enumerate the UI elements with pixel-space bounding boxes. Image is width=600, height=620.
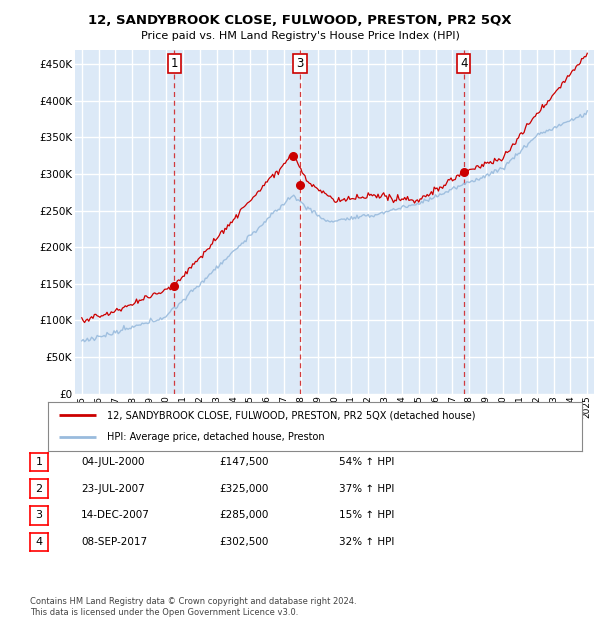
Text: 3: 3 <box>296 57 304 70</box>
Text: £147,500: £147,500 <box>219 457 269 467</box>
Text: 23-JUL-2007: 23-JUL-2007 <box>81 484 145 494</box>
Text: 12, SANDYBROOK CLOSE, FULWOOD, PRESTON, PR2 5QX (detached house): 12, SANDYBROOK CLOSE, FULWOOD, PRESTON, … <box>107 410 475 420</box>
Text: 12, SANDYBROOK CLOSE, FULWOOD, PRESTON, PR2 5QX: 12, SANDYBROOK CLOSE, FULWOOD, PRESTON, … <box>88 14 512 27</box>
Text: 4: 4 <box>460 57 467 70</box>
Text: 3: 3 <box>35 510 43 520</box>
Text: 32% ↑ HPI: 32% ↑ HPI <box>339 537 394 547</box>
Text: 1: 1 <box>170 57 178 70</box>
Text: 15% ↑ HPI: 15% ↑ HPI <box>339 510 394 520</box>
Text: £285,000: £285,000 <box>219 510 268 520</box>
Text: 14-DEC-2007: 14-DEC-2007 <box>81 510 150 520</box>
Text: Contains HM Land Registry data © Crown copyright and database right 2024.
This d: Contains HM Land Registry data © Crown c… <box>30 598 356 617</box>
Text: 1: 1 <box>35 457 43 467</box>
Text: Price paid vs. HM Land Registry's House Price Index (HPI): Price paid vs. HM Land Registry's House … <box>140 31 460 41</box>
Text: 04-JUL-2000: 04-JUL-2000 <box>81 457 145 467</box>
Text: 08-SEP-2017: 08-SEP-2017 <box>81 537 147 547</box>
Text: 2: 2 <box>35 484 43 494</box>
Text: £325,000: £325,000 <box>219 484 268 494</box>
Text: HPI: Average price, detached house, Preston: HPI: Average price, detached house, Pres… <box>107 432 325 442</box>
Text: £302,500: £302,500 <box>219 537 268 547</box>
Text: 4: 4 <box>35 537 43 547</box>
Text: 54% ↑ HPI: 54% ↑ HPI <box>339 457 394 467</box>
Text: 37% ↑ HPI: 37% ↑ HPI <box>339 484 394 494</box>
